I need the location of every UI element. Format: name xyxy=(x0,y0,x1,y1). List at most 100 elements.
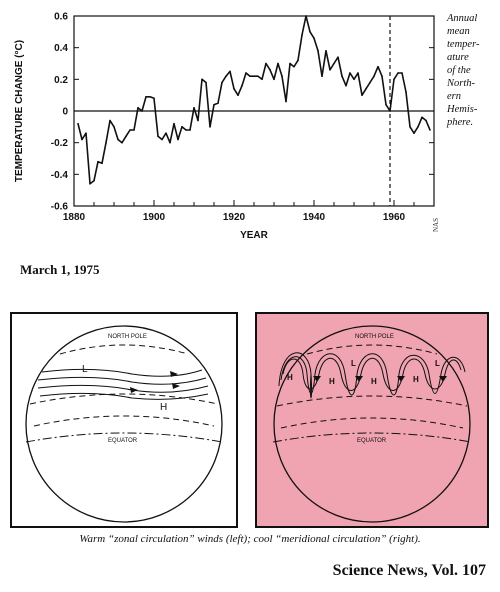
temperature-data-point xyxy=(281,75,283,77)
temperature-data-point xyxy=(93,179,95,182)
temperature-series-line xyxy=(77,15,431,185)
page-footer: Science News, Vol. 107 xyxy=(332,562,486,579)
temperature-data-point xyxy=(117,138,119,141)
temperature-data-point xyxy=(317,50,319,52)
temperature-data-point xyxy=(321,75,323,77)
temperature-data-point xyxy=(313,37,315,39)
y-tick-label: -0.4 xyxy=(51,170,69,181)
temperature-data-point xyxy=(237,94,239,96)
temperature-data-point xyxy=(341,75,343,77)
temperature-data-point xyxy=(113,126,115,128)
temperature-data-point xyxy=(377,65,379,68)
temperature-data-point xyxy=(197,119,199,122)
temperature-data-point xyxy=(337,56,339,58)
y-tick-label: -0.2 xyxy=(51,138,69,149)
equator-line xyxy=(272,432,472,443)
temperature-data-point xyxy=(225,75,227,77)
temperature-data-point xyxy=(201,78,203,81)
temperature-data-point xyxy=(213,103,215,106)
temperature-data-point xyxy=(381,75,383,77)
globe-outline xyxy=(25,325,223,523)
temperature-data-point xyxy=(133,129,135,131)
wind-arrowheads xyxy=(130,371,180,393)
zonal-wind-streamlines xyxy=(37,368,209,400)
temperature-data-point xyxy=(393,78,395,81)
temperature-data-point xyxy=(361,94,363,96)
side-caption-line: ern xyxy=(447,91,461,102)
temperature-data-point xyxy=(205,81,207,84)
x-tick-label: 1920 xyxy=(223,212,246,223)
temperature-data-point xyxy=(285,100,287,103)
temperature-data-point xyxy=(217,102,219,104)
meridional-globe-diagram: NORTH POLE EQUATOR H H H H L L xyxy=(272,325,472,523)
temperature-data-point xyxy=(177,138,179,141)
temperature-data-point xyxy=(157,135,159,138)
meridional-wind-loops xyxy=(278,352,466,399)
temperature-data-point xyxy=(257,75,259,77)
high-pressure-label: H xyxy=(371,377,377,386)
y-tick-label: 0.2 xyxy=(54,75,68,86)
temperature-data-point xyxy=(261,78,263,81)
temperature-data-point xyxy=(385,103,387,106)
high-pressure-label: H xyxy=(287,373,293,382)
low-pressure-label: L xyxy=(435,359,440,368)
temperature-data-point xyxy=(417,126,419,128)
temperature-data-point xyxy=(421,116,423,119)
temperature-data-point xyxy=(249,75,251,77)
temperature-data-point xyxy=(345,84,347,87)
pole-latitude-line xyxy=(306,344,438,355)
temperature-data-point xyxy=(85,132,87,134)
temperature-data-point xyxy=(229,70,231,73)
temperature-data-point xyxy=(269,69,271,71)
y-tick-label: 0 xyxy=(62,107,68,118)
temperature-data-point xyxy=(81,138,83,141)
temperature-data-point xyxy=(189,129,191,131)
x-axis-title: YEAR xyxy=(240,230,269,241)
temperature-data-point xyxy=(405,91,407,93)
side-caption-line: Annual xyxy=(447,13,478,24)
temperature-data-point xyxy=(389,110,391,112)
side-caption-line: phere. xyxy=(447,117,474,128)
temperature-data-point xyxy=(121,141,123,144)
figure-caption: Warm “zonal circulation” winds (left); c… xyxy=(79,533,421,545)
temperature-data-point xyxy=(277,62,279,65)
temperature-data-point xyxy=(401,72,403,74)
y-tick-label: 0.4 xyxy=(54,43,68,54)
temperature-data-point xyxy=(253,75,255,77)
pole-latitude-line xyxy=(59,344,189,355)
temperature-data-point xyxy=(373,75,375,77)
temperature-data-point xyxy=(125,135,127,138)
temperature-data-point xyxy=(409,126,411,128)
side-caption-line: North- xyxy=(447,78,476,89)
equator-label: EQUATOR xyxy=(357,438,387,444)
x-tick-label: 1900 xyxy=(143,212,166,223)
temperature-data-point xyxy=(165,132,167,134)
temperature-data-point xyxy=(329,69,331,71)
zonal-circulation-panel: NORTH POLE EQUATOR L H xyxy=(10,312,238,528)
temperature-data-point xyxy=(349,72,351,74)
temperature-data-point xyxy=(365,88,367,90)
side-caption-line: mean xyxy=(447,26,470,37)
temperature-chart: 0.6 0.4 0.2 0 -0.2 -0.4 -0.6 1880 1900 1920 1940 19… xyxy=(0,0,500,250)
side-caption-line: of the xyxy=(447,65,471,76)
temperature-data-point xyxy=(137,107,139,109)
x-tick-label: 1880 xyxy=(63,212,86,223)
temperature-data-point xyxy=(169,141,171,144)
side-caption-line: Hemis- xyxy=(447,104,478,115)
nas-credit: NAS xyxy=(432,217,440,232)
temperature-data-point xyxy=(369,81,371,84)
temperature-data-point xyxy=(301,34,303,36)
meridional-circulation-panel: NORTH POLE EQUATOR H H H H L L xyxy=(255,312,489,528)
equator-label: EQUATOR xyxy=(108,438,138,444)
low-pressure-label: L xyxy=(351,359,356,368)
temperature-data-point xyxy=(141,110,143,112)
middle-latitude-line xyxy=(33,415,215,427)
equator-line xyxy=(25,432,223,443)
high-pressure-label: H xyxy=(160,402,167,413)
side-caption-line: ature xyxy=(447,52,469,63)
temperature-data-point xyxy=(89,183,91,185)
low-pressure-label: L xyxy=(82,364,88,375)
y-tick-label: -0.6 xyxy=(51,202,69,213)
high-pressure-label: H xyxy=(329,377,335,386)
